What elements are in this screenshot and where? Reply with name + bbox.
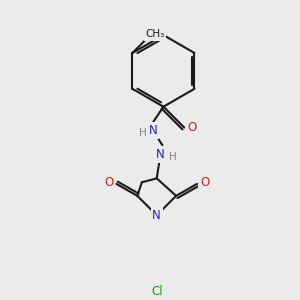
Text: Cl: Cl (151, 285, 163, 298)
Text: Cl: Cl (151, 285, 163, 298)
Text: O: O (187, 121, 196, 134)
Text: CH₃: CH₃ (145, 29, 164, 39)
Text: O: O (104, 176, 113, 189)
Text: N: N (152, 209, 161, 222)
Text: O: O (200, 176, 209, 189)
Text: N: N (148, 124, 158, 137)
Text: N: N (156, 148, 165, 161)
Text: H: H (169, 152, 176, 162)
Text: H: H (139, 128, 146, 138)
